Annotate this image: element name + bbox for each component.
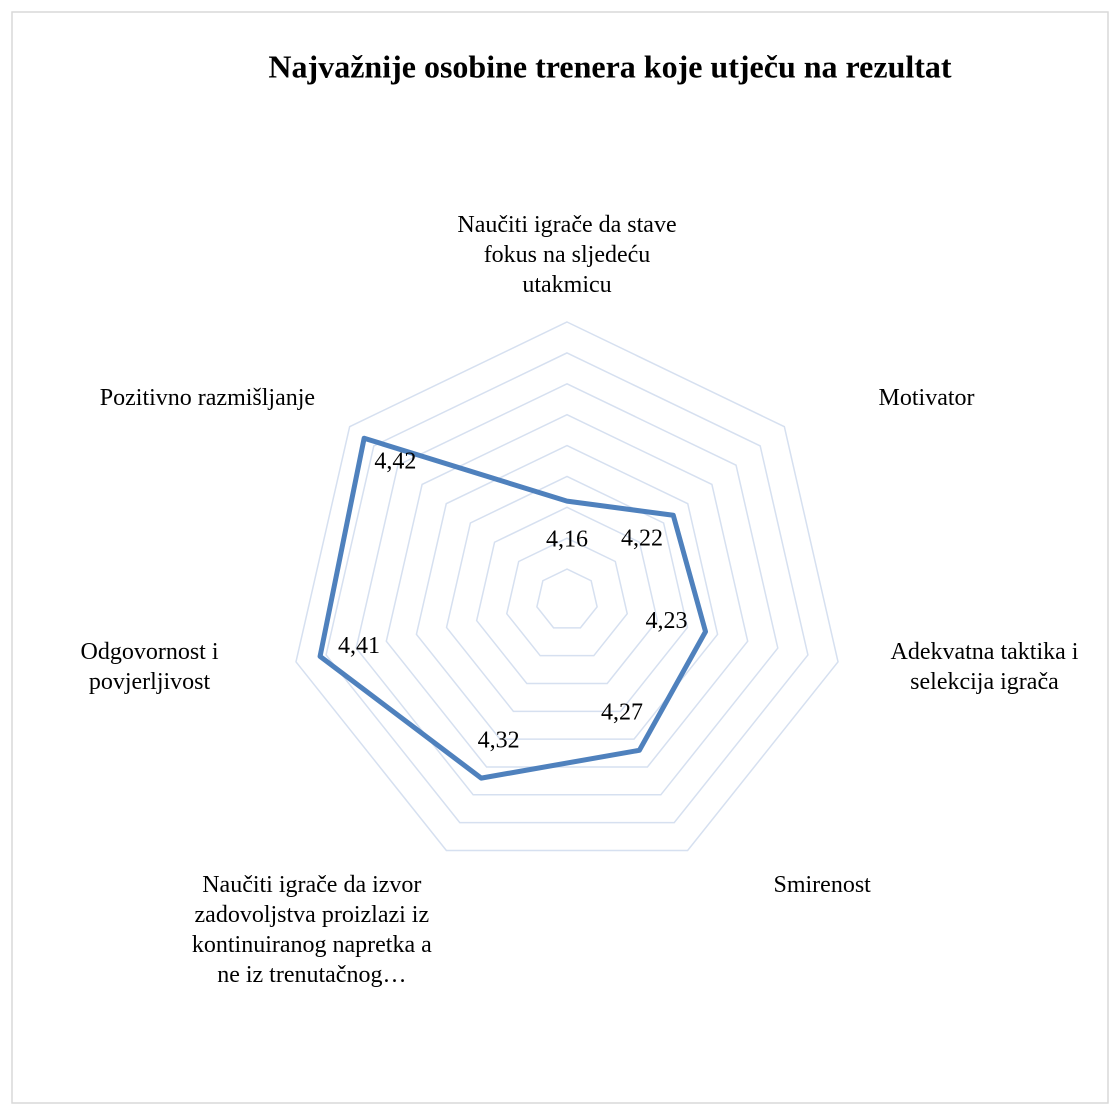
category-label-box: Naučiti igrače da izvor zadovoljstva pro… <box>191 872 432 989</box>
category-label-box: Smirenost <box>773 872 871 899</box>
data-label: 4,27 <box>601 700 643 726</box>
category-label: Smirenost <box>773 872 871 899</box>
grid-ring <box>385 413 749 768</box>
category-label: Pozitivno razmišljanje <box>99 384 316 411</box>
data-label: 4,41 <box>338 633 380 659</box>
category-label-box: Pozitivno razmišljanje <box>99 384 316 411</box>
grid-ring <box>505 537 629 657</box>
grid-ring <box>295 321 839 852</box>
category-label-box: Adekvatna taktika i selekcija igrača <box>890 638 1079 695</box>
data-label: 4,32 <box>478 728 520 754</box>
grid-ring <box>325 352 809 824</box>
grid-ring <box>415 444 719 740</box>
chart-border <box>11 11 1109 1104</box>
category-label: Motivator <box>878 384 975 411</box>
data-label: 4,23 <box>646 608 688 634</box>
data-line <box>317 435 709 781</box>
chart-title: Najvažnije osobine trenera koje utječu n… <box>268 48 951 84</box>
grid-ring <box>536 568 598 629</box>
data-label: 4,42 <box>374 449 416 475</box>
category-label-box: Motivator <box>878 384 975 411</box>
grid-ring <box>445 475 689 713</box>
data-label: 4,22 <box>621 526 663 552</box>
category-label-box: Odgovornost i povjerljivost <box>80 638 219 695</box>
category-label: Odgovornost i povjerljivost <box>80 638 219 695</box>
category-label: Adekvatna taktika i selekcija igrača <box>890 638 1079 695</box>
category-label-box: Naučiti igrače da stave fokus na sljedeć… <box>457 212 677 298</box>
category-label: Naučiti igrače da izvor zadovoljstva pro… <box>191 872 432 989</box>
grid-ring <box>475 506 659 685</box>
data-label: 4,16 <box>546 527 588 553</box>
category-label: Naučiti igrače da stave fokus na sljedeć… <box>457 212 677 298</box>
grid-ring <box>355 382 779 796</box>
